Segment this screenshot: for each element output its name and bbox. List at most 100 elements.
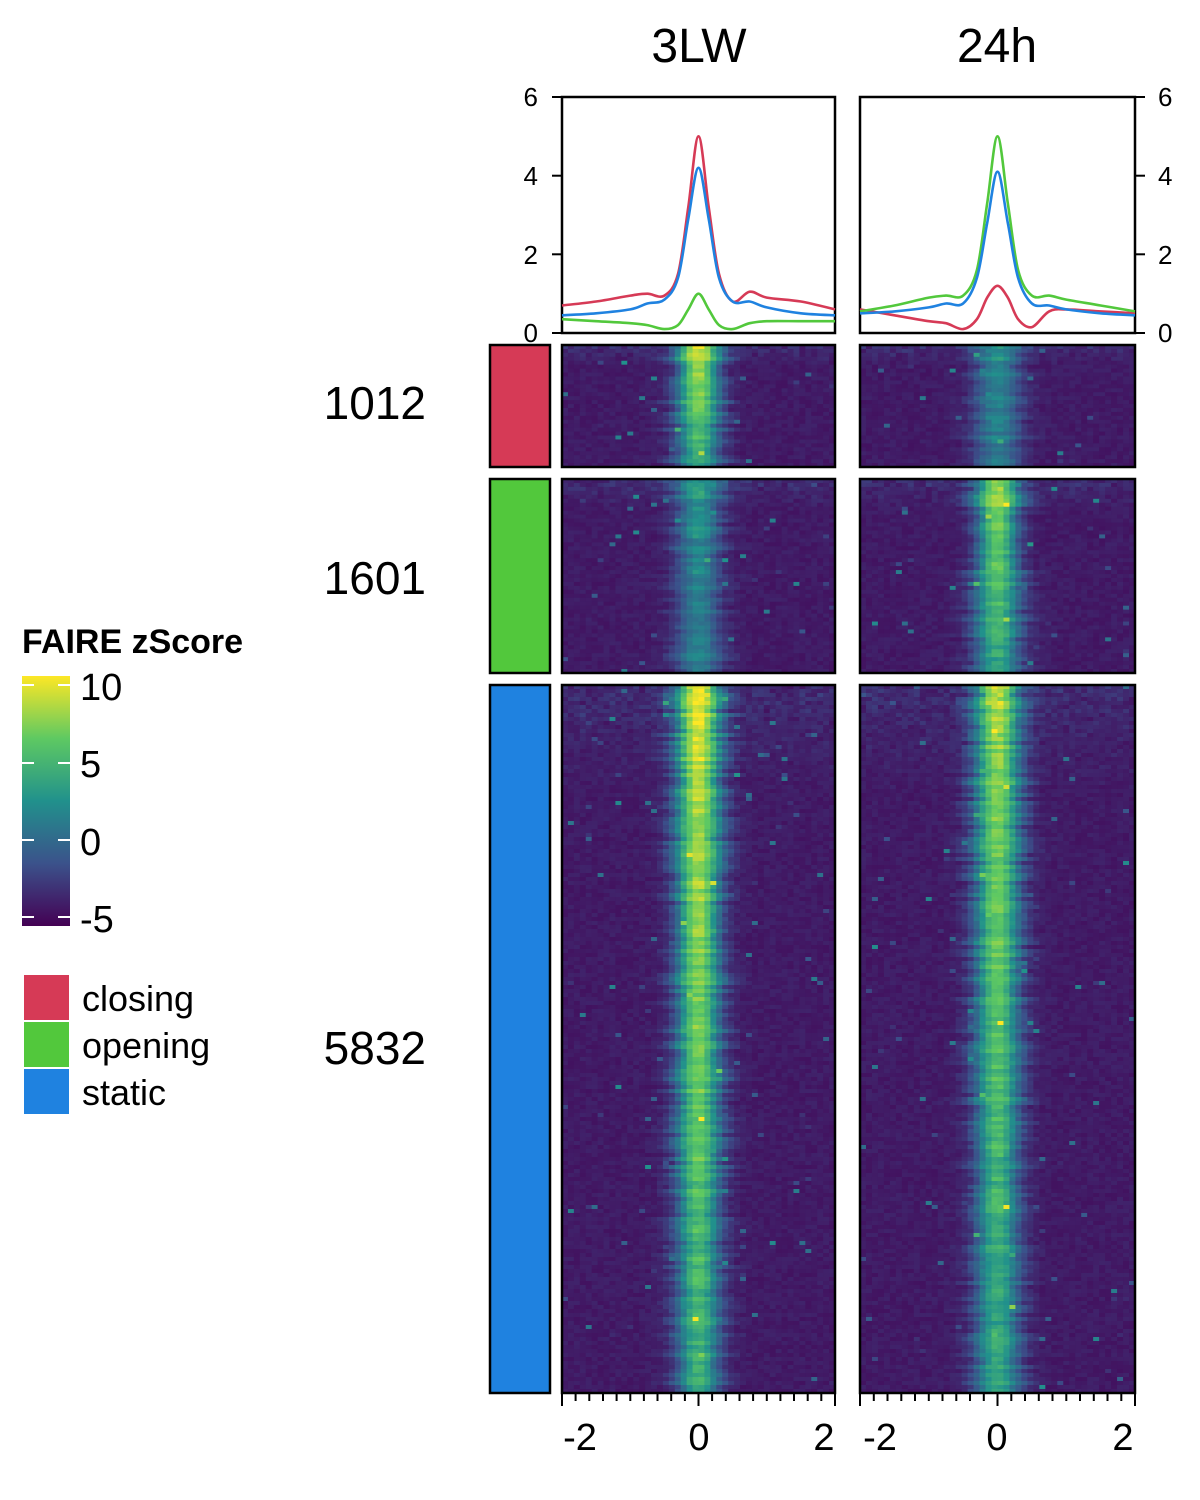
heatmap-cell: [633, 709, 640, 714]
heatmap-cell: [621, 649, 628, 654]
heatmap-cell: [604, 439, 611, 444]
heatmap-cell: [568, 665, 575, 670]
heatmap-cell: [722, 618, 729, 623]
heatmap-cell: [746, 733, 753, 738]
heatmap-cell: [574, 693, 581, 698]
heatmap-cell: [728, 443, 735, 448]
heatmap-cell: [799, 697, 806, 702]
heatmap-cell: [699, 665, 706, 670]
heatmap-cell: [722, 546, 729, 551]
heatmap-cell: [752, 777, 759, 782]
heatmap-cell: [805, 542, 812, 547]
heatmap-cell: [574, 519, 581, 524]
heatmap-cell: [817, 725, 824, 730]
heatmap-cell: [639, 388, 646, 393]
heatmap-cell: [722, 459, 729, 464]
heatmap-cell: [586, 570, 593, 575]
heatmap-cell: [675, 661, 682, 666]
heatmap-cell: [627, 769, 634, 774]
heatmap-cell: [716, 527, 723, 532]
heatmap-cell: [793, 447, 800, 452]
heatmap-cell: [687, 451, 694, 456]
heatmap-cell: [693, 598, 700, 603]
heatmap-cell: [811, 578, 818, 583]
heatmap-cell: [592, 396, 599, 401]
heatmap-cell: [728, 523, 735, 528]
heatmap-cell: [770, 412, 777, 417]
heatmap-cell: [776, 527, 783, 532]
heatmap-cell: [782, 721, 789, 726]
heatmap-cell: [574, 439, 581, 444]
heatmap-cell: [776, 637, 783, 642]
heatmap-cell: [604, 781, 611, 786]
heatmap-cell: [770, 459, 777, 464]
heatmap-cell: [568, 641, 575, 646]
heatmap-cell: [710, 530, 717, 535]
heatmap-cell: [817, 693, 824, 698]
heatmap-cell: [734, 661, 741, 666]
heatmap-cell: [776, 408, 783, 413]
heatmap-cell: [627, 793, 634, 798]
heatmap-cell: [764, 369, 771, 374]
heatmap-cell: [574, 443, 581, 448]
heatmap-cell: [675, 432, 682, 437]
heatmap-cell: [799, 633, 806, 638]
heatmap-cell: [687, 420, 694, 425]
heatmap-cell: [793, 376, 800, 381]
heatmap-cell: [710, 357, 717, 362]
heatmap-cell: [604, 443, 611, 448]
heatmap-cell: [704, 365, 711, 370]
heatmap-cell: [752, 753, 759, 758]
heatmap-cell: [639, 661, 646, 666]
heatmap-cell: [645, 550, 652, 555]
heatmap-cell: [716, 412, 723, 417]
heatmap-cell: [669, 503, 676, 508]
heatmap-cell: [687, 530, 694, 535]
heatmap-cell: [639, 416, 646, 421]
heatmap-cell: [699, 483, 706, 488]
heatmap-cell: [598, 661, 605, 666]
heatmap-cell: [568, 562, 575, 567]
heatmap-cell: [710, 523, 717, 528]
heatmap-cell: [799, 765, 806, 770]
heatmap-cell: [621, 709, 628, 714]
heatmap-cell: [716, 369, 723, 374]
heatmap-cell: [675, 495, 682, 500]
heatmap-cell: [615, 598, 622, 603]
heatmap-cell: [728, 697, 735, 702]
heatmap-cell: [699, 637, 706, 642]
heatmap-cell: [817, 781, 824, 786]
heatmap-cell: [752, 373, 759, 378]
heatmap-cell: [687, 649, 694, 654]
heatmap-cell: [811, 645, 818, 650]
heatmap-cell: [604, 765, 611, 770]
heatmap-cell: [758, 697, 765, 702]
heatmap-cell: [716, 661, 723, 666]
heatmap-cell: [752, 495, 759, 500]
heatmap-cell: [657, 729, 664, 734]
heatmap-cell: [716, 538, 723, 543]
heatmap-cell: [598, 693, 605, 698]
heatmap-cell: [776, 602, 783, 607]
heatmap-cell: [609, 789, 616, 794]
heatmap-cell: [580, 701, 587, 706]
heatmap-cell: [823, 574, 830, 579]
heatmap-cell: [752, 725, 759, 730]
heatmap-cell: [645, 637, 652, 642]
heatmap-cell: [609, 424, 616, 429]
heatmap-cell: [586, 357, 593, 362]
heatmap-cell: [776, 773, 783, 778]
heatmap-cell: [586, 562, 593, 567]
heatmap-cell: [776, 725, 783, 730]
heatmap-cell: [740, 773, 747, 778]
heatmap-cell: [758, 713, 765, 718]
heatmap-cell: [633, 745, 640, 750]
heatmap-cell: [716, 602, 723, 607]
heatmap-cell: [776, 618, 783, 623]
heatmap-cell: [621, 653, 628, 658]
heatmap-cell: [604, 527, 611, 532]
heatmap-cell: [752, 443, 759, 448]
heatmap-cell: [770, 439, 777, 444]
heatmap-cell: [770, 737, 777, 742]
heatmap-cell: [609, 373, 616, 378]
